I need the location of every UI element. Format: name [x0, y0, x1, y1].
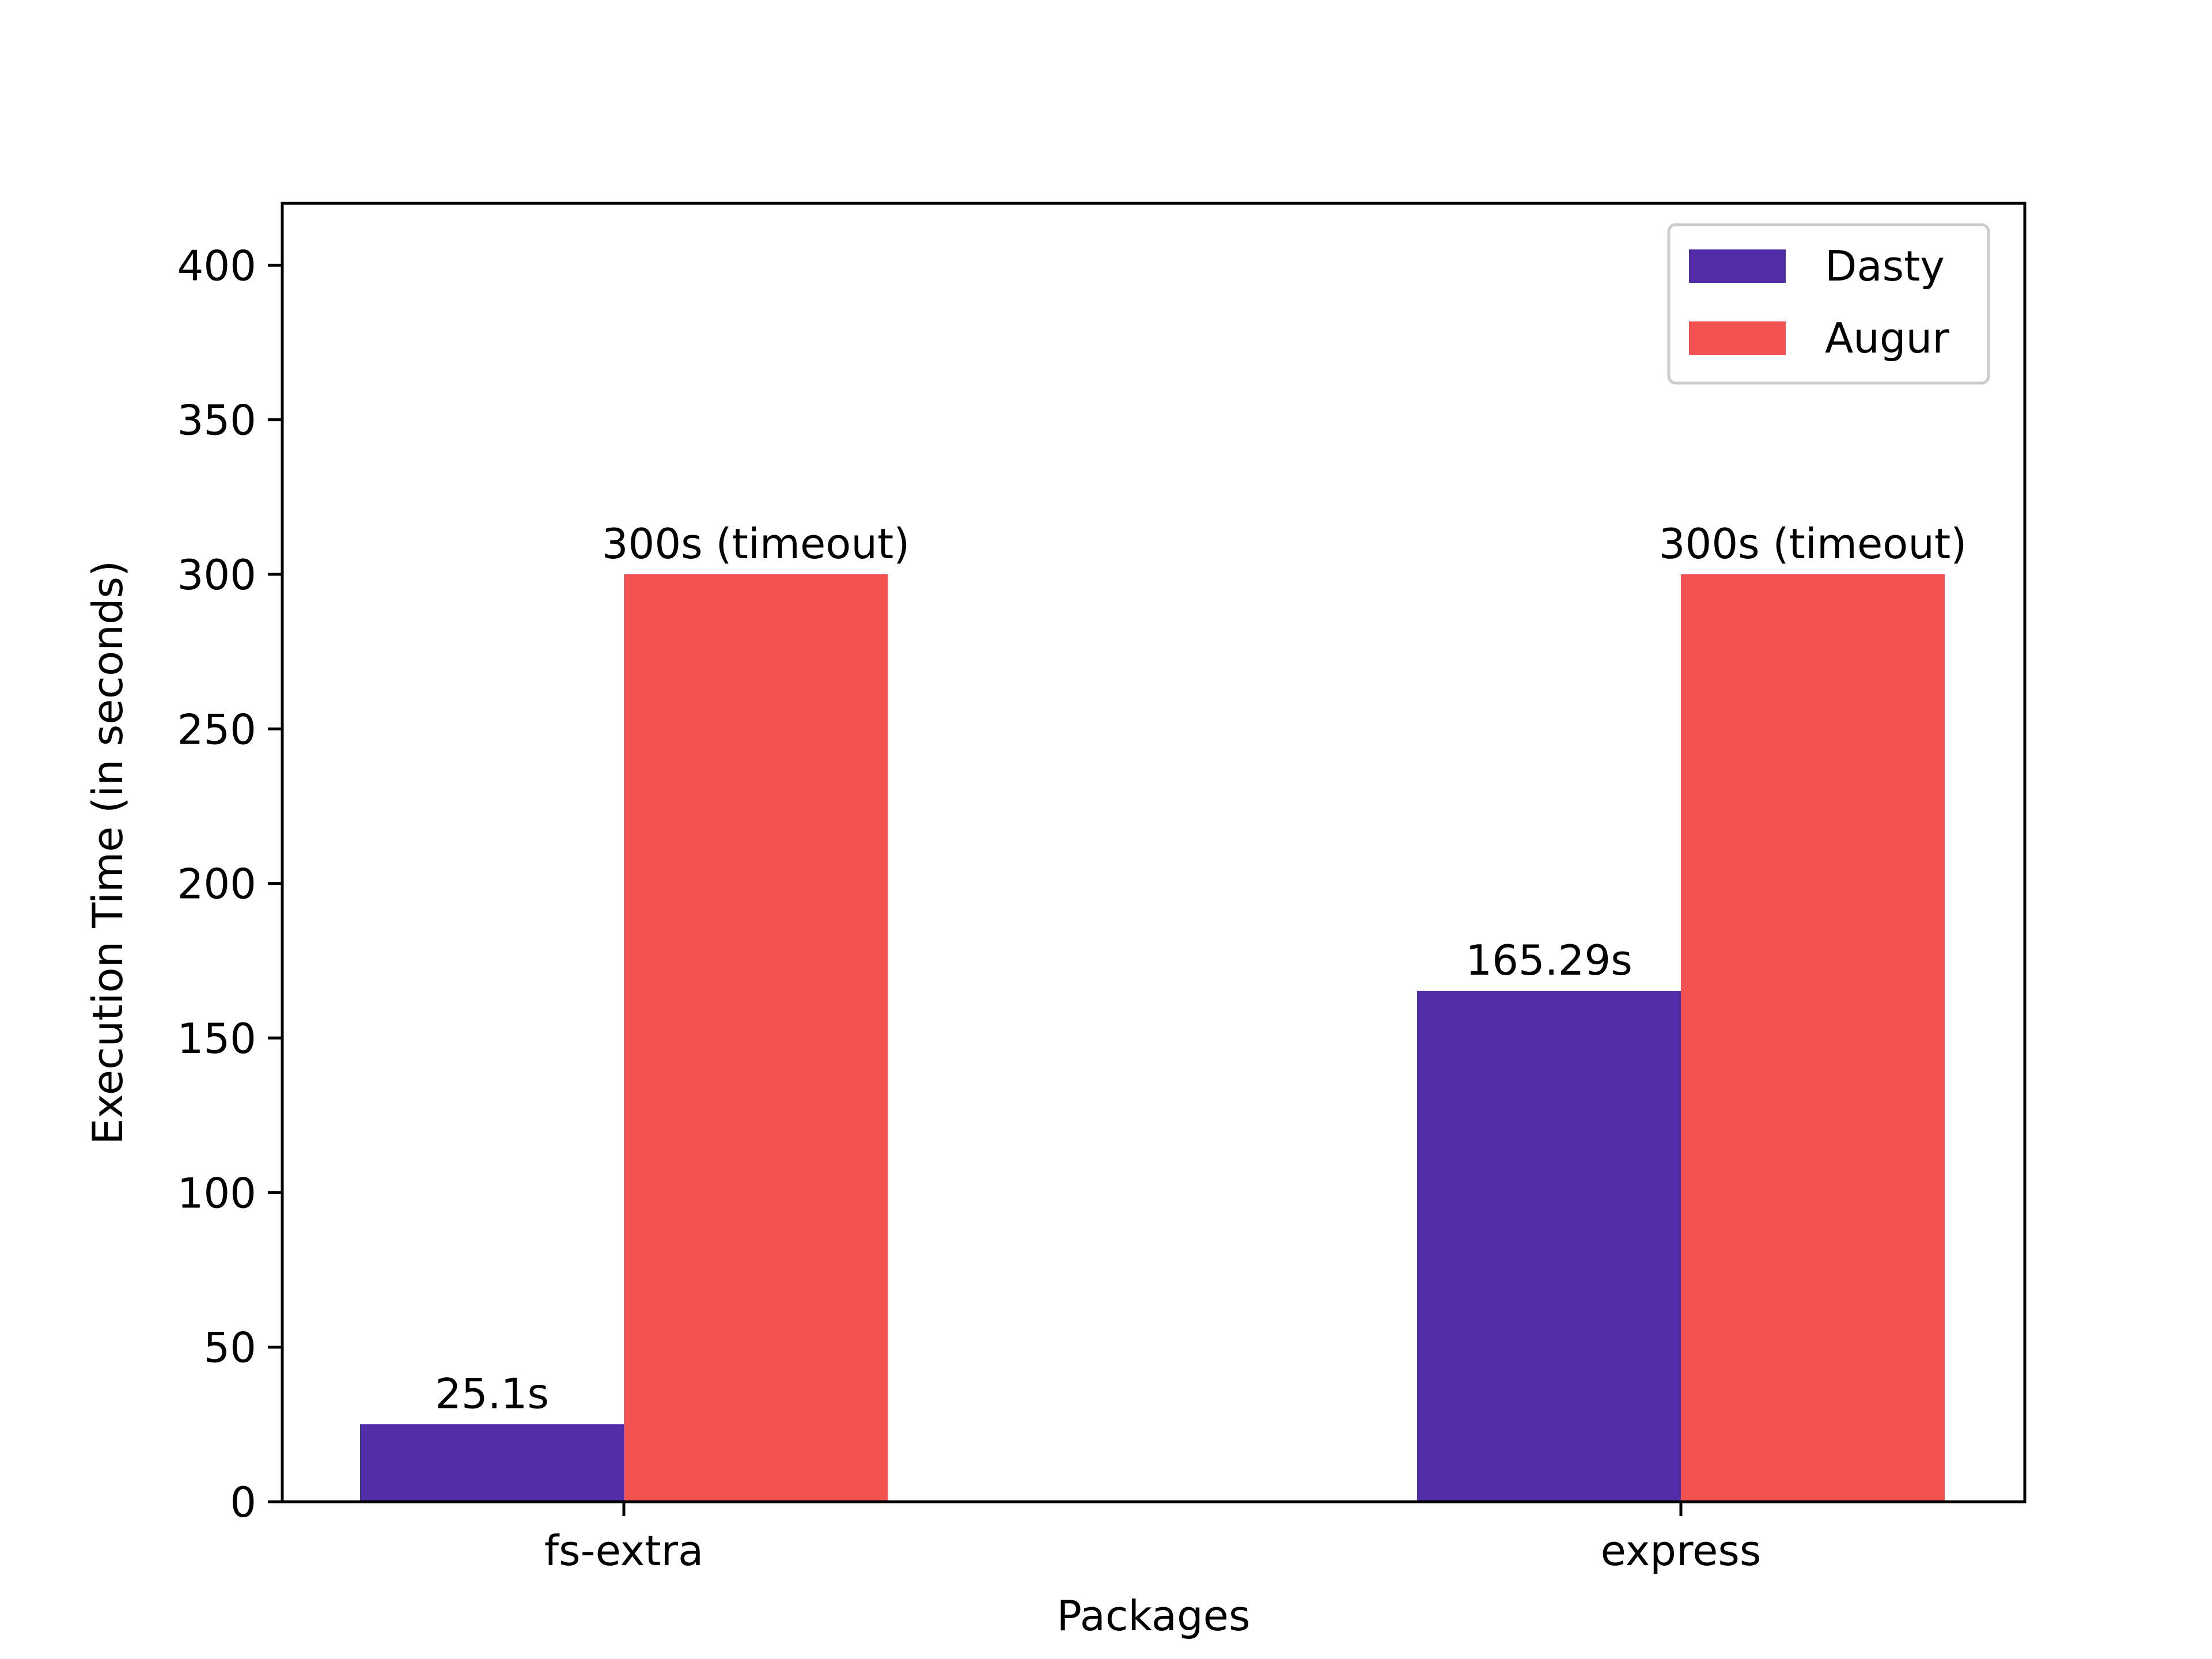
x-tick-label: express [1601, 1527, 1762, 1575]
plot-area-frame [281, 202, 2027, 1503]
y-tick-label: 0 [230, 1478, 256, 1527]
legend-swatch-dasty [1689, 249, 1786, 283]
data-label-dasty-express: 165.29s [1465, 936, 1632, 984]
data-labels-layer: 25.1s 165.29s 300s (timeout) 300s (timeout) [435, 520, 1967, 1418]
y-tick-label: 250 [177, 705, 256, 753]
legend-label-augur: Augur [1825, 314, 1949, 362]
bars-layer [360, 574, 1945, 1502]
x-tick-label: fs-extra [544, 1527, 703, 1575]
x-axis-ticks: fs-extra express [544, 1502, 1762, 1575]
legend-label-dasty: Dasty [1825, 242, 1945, 290]
y-tick-label: 200 [177, 860, 256, 908]
legend: Dasty Augur [1667, 223, 1990, 385]
bar-dasty-express [1417, 990, 1681, 1502]
bar-augur-express [1681, 574, 1945, 1502]
y-axis-label: Execution Time (in seconds) [84, 560, 132, 1145]
y-tick-label: 100 [177, 1169, 256, 1217]
x-axis-label: Packages [1057, 1592, 1251, 1640]
data-label-dasty-fs-extra: 25.1s [435, 1369, 549, 1418]
data-label-augur-fs-extra: 300s (timeout) [602, 520, 910, 568]
y-tick-label: 150 [177, 1014, 256, 1063]
y-tick-label: 300 [177, 551, 256, 599]
data-label-augur-express: 300s (timeout) [1659, 520, 1967, 568]
bar-augur-fs-extra [624, 574, 888, 1502]
y-tick-label: 50 [203, 1324, 256, 1372]
y-axis-ticks: 0 50 100 150 200 250 300 350 400 [177, 241, 282, 1527]
y-tick-label: 400 [177, 241, 256, 290]
bar-dasty-fs-extra [360, 1424, 624, 1502]
legend-swatch-augur [1689, 321, 1786, 355]
y-tick-label: 350 [177, 396, 256, 445]
